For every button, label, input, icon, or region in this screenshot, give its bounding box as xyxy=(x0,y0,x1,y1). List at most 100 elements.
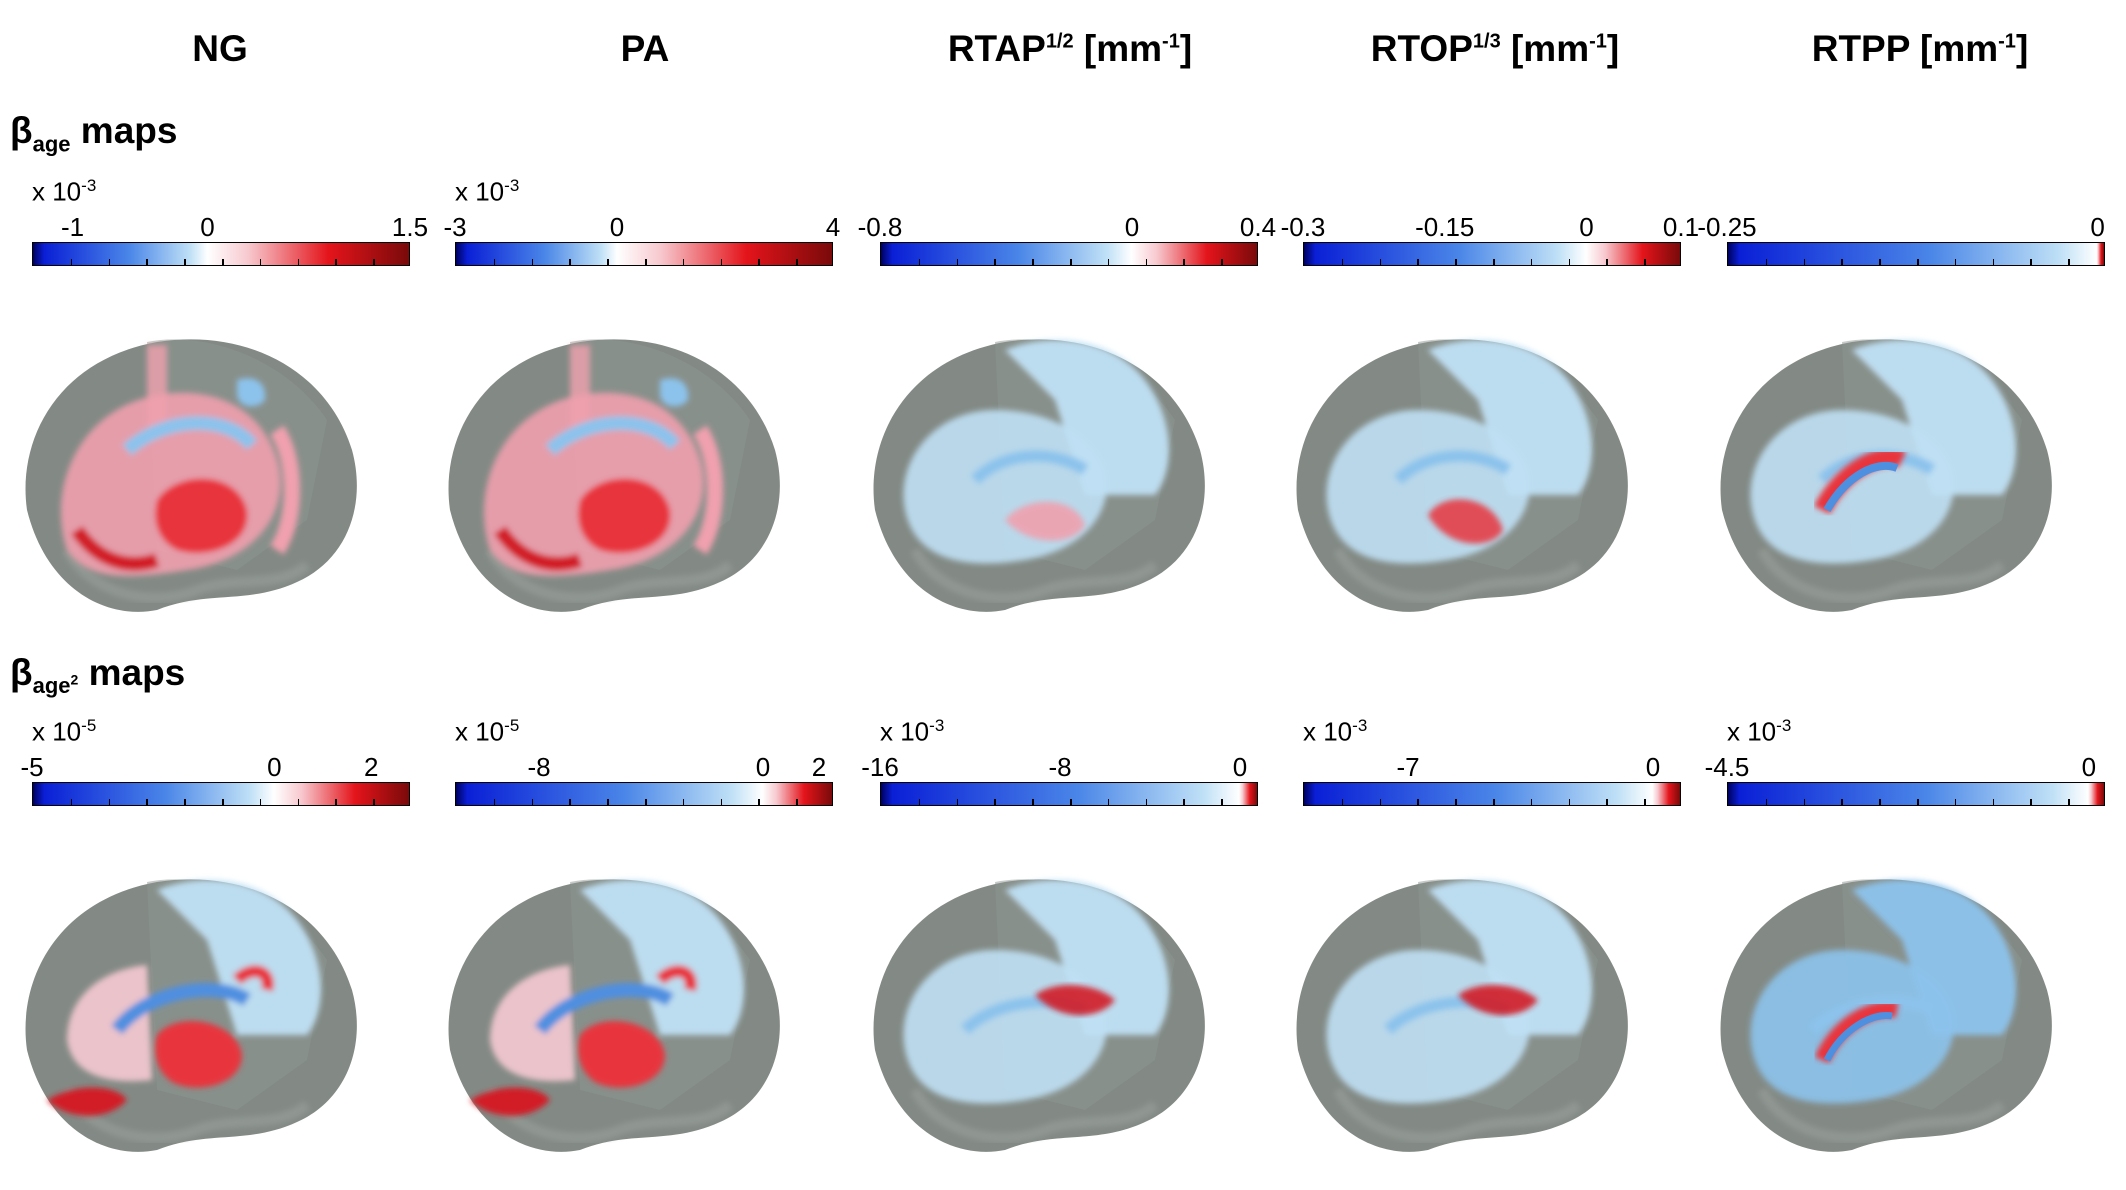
colorbar-scale-label: x 10-3 xyxy=(455,176,520,207)
colorbar-tick-mark xyxy=(1379,799,1382,805)
colorbar-tick-label: -0.8 xyxy=(857,212,903,242)
colorbar-tick-mark xyxy=(297,259,300,265)
colorbar-tick-mark xyxy=(918,799,921,805)
colorbar-tick-mark xyxy=(1183,799,1185,805)
colorbar-tick-label: 0 xyxy=(2081,752,2097,782)
column-header-rtop: RTOP1/3 [mm-1] xyxy=(1285,28,1705,70)
row-title-symbol: β xyxy=(10,652,33,693)
colorbar-tick-mark xyxy=(259,259,262,265)
colorbar-tick-label: 0 xyxy=(1645,752,1661,782)
colorbar-tick-mark xyxy=(1455,799,1457,805)
colorbar-tick-label: 0 xyxy=(200,212,215,242)
colorbar-tick-label: 0 xyxy=(1579,212,1594,242)
colorbar xyxy=(455,782,833,806)
column-header-label: RTOP xyxy=(1370,28,1473,69)
colorbar-tick-mark xyxy=(184,259,186,265)
column-header-label: RTAP xyxy=(947,28,1046,69)
row-title-subscript-text: age xyxy=(32,673,71,699)
colorbar-tick-mark xyxy=(682,259,685,265)
colorbar-tick-mark xyxy=(1070,799,1072,805)
colorbar-tick-mark xyxy=(1145,799,1148,805)
colorbar-tick-mark xyxy=(645,799,647,805)
colorbar-tick-mark xyxy=(720,799,723,805)
colorbar-tick-mark xyxy=(645,259,647,265)
colorbar-tick-mark xyxy=(1879,259,1881,265)
colorbar-tick-mark xyxy=(108,799,111,805)
row-title-subscript: age xyxy=(33,131,71,156)
colorbar-tick-mark xyxy=(758,259,760,265)
colorbar-tick-label: -7 xyxy=(1396,752,1420,782)
colorbar-tick-mark xyxy=(1145,259,1148,265)
row-title-subscript-exponent: 2 xyxy=(70,672,79,689)
colorbar-tick-label: -0.15 xyxy=(1415,212,1475,242)
colorbar-tick-mark xyxy=(1341,799,1344,805)
colorbar-tick-mark xyxy=(373,799,375,805)
colorbar-tick-label: -1 xyxy=(60,212,85,242)
colorbar-tick-mark xyxy=(1917,259,1919,265)
brain-render xyxy=(448,879,780,1152)
column-header-rtpp: RTPP [mm-1] xyxy=(1710,28,2126,70)
colorbar-tick-mark xyxy=(146,259,148,265)
column-header-label: NG xyxy=(192,28,248,69)
colorbar-tick-mark xyxy=(796,259,798,265)
colorbar-tick-mark xyxy=(108,259,111,265)
column-header-unit: [mm-1] xyxy=(1073,28,1193,69)
colorbar-tick-mark xyxy=(1606,799,1608,805)
colorbar-tick-mark xyxy=(1107,799,1110,805)
colorbar-tick-label: 4 xyxy=(825,212,841,242)
row-title-subscript-text: age xyxy=(32,131,71,157)
brain-render xyxy=(1720,879,2052,1152)
colorbar-scale-label: x 10-3 xyxy=(1303,716,1368,747)
colorbar-scale-label: x 10-3 xyxy=(880,716,945,747)
colorbar-tick-mark xyxy=(1803,799,1806,805)
column-header-pa: PA xyxy=(435,28,855,70)
column-header-label: PA xyxy=(620,28,670,69)
brain-render xyxy=(25,879,357,1152)
colorbar-tick-mark xyxy=(1568,259,1571,265)
column-header-exponent: 1/3 xyxy=(1472,30,1501,53)
colorbar xyxy=(32,242,410,266)
colorbar-tick-mark xyxy=(1568,799,1571,805)
colorbar-tick-mark xyxy=(1417,799,1419,805)
colorbar-tick-mark xyxy=(956,799,959,805)
colorbar-scale-label: x 10-5 xyxy=(32,716,97,747)
colorbar-tick-mark xyxy=(297,799,300,805)
colorbar-tick-mark xyxy=(1954,259,1957,265)
row-title-suffix: maps xyxy=(78,652,186,693)
colorbar-tick-mark xyxy=(1417,259,1419,265)
column-header-ng: NG xyxy=(10,28,430,70)
colorbar-tick-mark xyxy=(1765,799,1768,805)
colorbar-tick-mark xyxy=(1530,799,1533,805)
colorbar-tick-label: 0 xyxy=(2090,212,2105,242)
colorbar-tick-label: 0.1 xyxy=(1662,212,1700,242)
colorbar-tick-mark xyxy=(2068,799,2070,805)
brain-render xyxy=(25,339,357,612)
colorbar-tick-mark xyxy=(607,259,609,265)
brain-render xyxy=(448,339,780,612)
brain-render xyxy=(873,879,1205,1152)
colorbar-tick-label: 0 xyxy=(755,752,771,782)
colorbar-tick-mark xyxy=(493,799,496,805)
colorbar-tick-mark xyxy=(2030,799,2032,805)
colorbar-tick-mark xyxy=(1493,799,1495,805)
row-title-beta-age: βage maps xyxy=(10,110,177,157)
colorbar-tick-label: -8 xyxy=(1048,752,1072,782)
colorbar xyxy=(1303,782,1681,806)
colorbar-tick-mark xyxy=(994,259,996,265)
colorbar-tick-mark xyxy=(1032,799,1034,805)
colorbar-tick-mark xyxy=(682,799,685,805)
colorbar-tick-mark xyxy=(1917,799,1919,805)
colorbar-tick-mark xyxy=(956,259,959,265)
colorbar-tick-mark xyxy=(1183,259,1185,265)
colorbar-tick-mark xyxy=(70,259,73,265)
colorbar-tick-mark xyxy=(493,259,496,265)
colorbar xyxy=(880,242,1258,266)
colorbar xyxy=(455,242,833,266)
row-title-suffix: maps xyxy=(70,110,178,151)
colorbar-tick-mark xyxy=(1879,799,1881,805)
row-title-beta-age-squared: βage2 maps xyxy=(10,652,185,699)
colorbar-tick-mark xyxy=(796,799,798,805)
brain-render xyxy=(1296,339,1628,612)
colorbar-tick-mark xyxy=(1841,799,1843,805)
colorbar-tick-mark xyxy=(918,259,921,265)
